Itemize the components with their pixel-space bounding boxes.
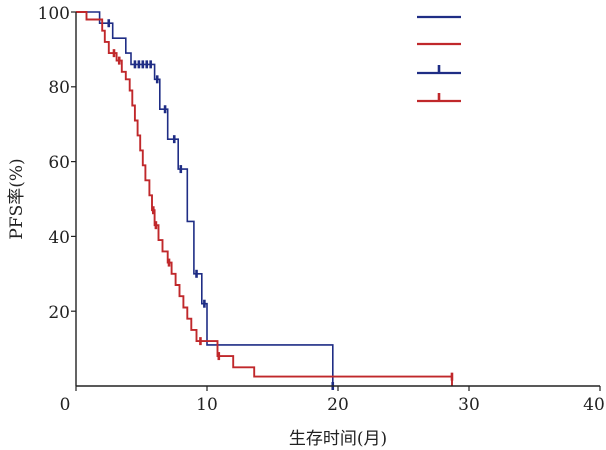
y-axis-title: PFS率(%)	[7, 158, 27, 239]
y-tick-label: 60	[48, 153, 70, 173]
x-tick-label: 20	[327, 395, 349, 415]
x-tick-marks	[75, 386, 601, 391]
series-line-2	[76, 11, 453, 386]
y-tick-label: 80	[48, 78, 70, 98]
y-tick-label: 40	[48, 228, 70, 248]
x-tick-label: 30	[458, 395, 480, 415]
y-tick-label: 20	[48, 303, 70, 323]
x-tick-label: 0	[60, 395, 71, 415]
series-line-1	[76, 11, 334, 386]
censor-marks-layer	[107, 19, 454, 390]
x-tick-label: 10	[196, 395, 218, 415]
x-axis-title: 生存时间(月)	[289, 429, 387, 449]
x-tick-label: 40	[583, 395, 605, 415]
series-lines-layer	[76, 11, 453, 386]
legend	[417, 15, 461, 103]
y-tick-label: 100	[38, 4, 70, 24]
y-tick-marks	[71, 11, 76, 312]
